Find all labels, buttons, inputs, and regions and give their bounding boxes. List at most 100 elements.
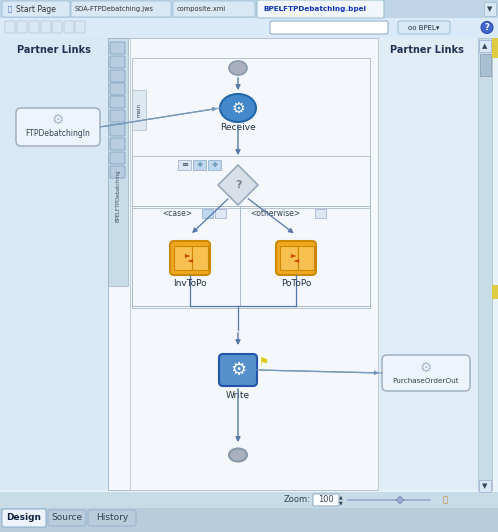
FancyBboxPatch shape — [110, 42, 125, 54]
Bar — [484, 2, 496, 16]
Bar — [0, 508, 498, 532]
FancyBboxPatch shape — [110, 166, 125, 178]
Text: <otherwise>: <otherwise> — [250, 210, 300, 219]
Text: ⓪: ⓪ — [8, 6, 12, 12]
Text: ❖: ❖ — [212, 162, 218, 168]
Text: InvToPo: InvToPo — [173, 278, 207, 287]
FancyBboxPatch shape — [41, 21, 51, 33]
Text: ⚑: ⚑ — [258, 357, 268, 367]
Bar — [208, 160, 221, 170]
FancyBboxPatch shape — [270, 21, 388, 34]
Ellipse shape — [220, 94, 256, 122]
Text: Write: Write — [226, 390, 250, 400]
Text: PurchaseOrderOut: PurchaseOrderOut — [393, 378, 459, 384]
Text: Partner Links: Partner Links — [390, 45, 464, 55]
Bar — [315, 209, 326, 218]
Ellipse shape — [229, 61, 247, 75]
FancyBboxPatch shape — [110, 124, 125, 136]
Text: ?: ? — [235, 180, 241, 190]
Bar — [193, 160, 206, 170]
Bar — [0, 18, 498, 38]
Text: Start Page: Start Page — [16, 4, 56, 13]
Text: SOA-FTPDebatching.jws: SOA-FTPDebatching.jws — [75, 6, 154, 12]
Text: ≡: ≡ — [181, 161, 189, 170]
FancyBboxPatch shape — [110, 70, 125, 82]
Bar — [492, 38, 498, 58]
Text: ?: ? — [485, 23, 490, 32]
Text: History: History — [96, 513, 128, 522]
FancyBboxPatch shape — [257, 0, 384, 18]
FancyBboxPatch shape — [110, 83, 125, 95]
FancyBboxPatch shape — [48, 510, 86, 526]
Bar — [0, 38, 498, 492]
Text: ⚙: ⚙ — [231, 101, 245, 115]
FancyBboxPatch shape — [29, 21, 39, 33]
Text: ▲: ▲ — [339, 495, 343, 500]
Text: Design: Design — [6, 513, 41, 522]
Bar — [174, 246, 192, 270]
Bar — [280, 246, 298, 270]
Text: Source: Source — [51, 513, 83, 522]
Bar — [108, 38, 376, 490]
Bar — [178, 160, 191, 170]
FancyBboxPatch shape — [398, 21, 450, 34]
Text: PoToPo: PoToPo — [281, 278, 311, 287]
FancyBboxPatch shape — [17, 21, 27, 33]
Polygon shape — [396, 496, 404, 504]
FancyBboxPatch shape — [75, 21, 85, 33]
Text: Zoom:: Zoom: — [283, 495, 310, 504]
FancyBboxPatch shape — [71, 1, 171, 17]
Text: ▲: ▲ — [482, 43, 488, 49]
Text: BPELFTPDebatching.bpel: BPELFTPDebatching.bpel — [263, 6, 366, 12]
FancyBboxPatch shape — [110, 110, 125, 122]
FancyBboxPatch shape — [170, 241, 210, 275]
Text: FTPDebatchingIn: FTPDebatchingIn — [25, 129, 91, 138]
FancyBboxPatch shape — [2, 1, 70, 17]
FancyBboxPatch shape — [52, 21, 62, 33]
Text: ❖: ❖ — [197, 162, 203, 168]
Bar — [298, 246, 314, 270]
FancyBboxPatch shape — [219, 354, 257, 386]
Text: ▼: ▼ — [482, 483, 488, 489]
Polygon shape — [218, 165, 258, 205]
FancyBboxPatch shape — [16, 108, 100, 146]
FancyBboxPatch shape — [110, 56, 125, 68]
FancyBboxPatch shape — [110, 96, 125, 108]
Text: 🔒: 🔒 — [443, 495, 448, 504]
Text: BPELFTPDebatching: BPELFTPDebatching — [116, 170, 121, 222]
Bar — [479, 480, 491, 492]
FancyBboxPatch shape — [5, 21, 15, 33]
Bar — [0, 0, 498, 18]
Bar — [108, 38, 128, 286]
FancyBboxPatch shape — [64, 21, 74, 33]
Text: oo BPEL▾: oo BPEL▾ — [408, 24, 440, 30]
Bar — [130, 38, 378, 490]
Text: ⚙: ⚙ — [420, 361, 432, 375]
FancyBboxPatch shape — [2, 509, 46, 527]
Bar — [215, 209, 226, 218]
Text: main: main — [136, 103, 141, 117]
Text: ⚙: ⚙ — [230, 361, 246, 379]
Bar — [478, 38, 492, 490]
Bar — [202, 209, 213, 218]
Text: ▼: ▼ — [339, 501, 343, 505]
FancyBboxPatch shape — [313, 494, 339, 506]
Ellipse shape — [229, 448, 247, 461]
Text: Receive: Receive — [220, 122, 256, 131]
FancyBboxPatch shape — [110, 138, 125, 150]
Text: ⚙: ⚙ — [52, 113, 64, 127]
Bar — [132, 58, 370, 208]
Bar — [479, 40, 491, 52]
Circle shape — [481, 21, 493, 34]
FancyBboxPatch shape — [88, 510, 136, 526]
Bar — [0, 492, 498, 508]
Text: composite.xml: composite.xml — [177, 6, 226, 12]
Bar — [192, 246, 208, 270]
Bar — [0, 38, 108, 490]
FancyBboxPatch shape — [110, 152, 125, 164]
FancyBboxPatch shape — [276, 241, 316, 275]
Bar — [132, 90, 146, 130]
Text: <case>: <case> — [162, 210, 192, 219]
Text: Partner Links: Partner Links — [17, 45, 91, 55]
FancyBboxPatch shape — [173, 1, 255, 17]
